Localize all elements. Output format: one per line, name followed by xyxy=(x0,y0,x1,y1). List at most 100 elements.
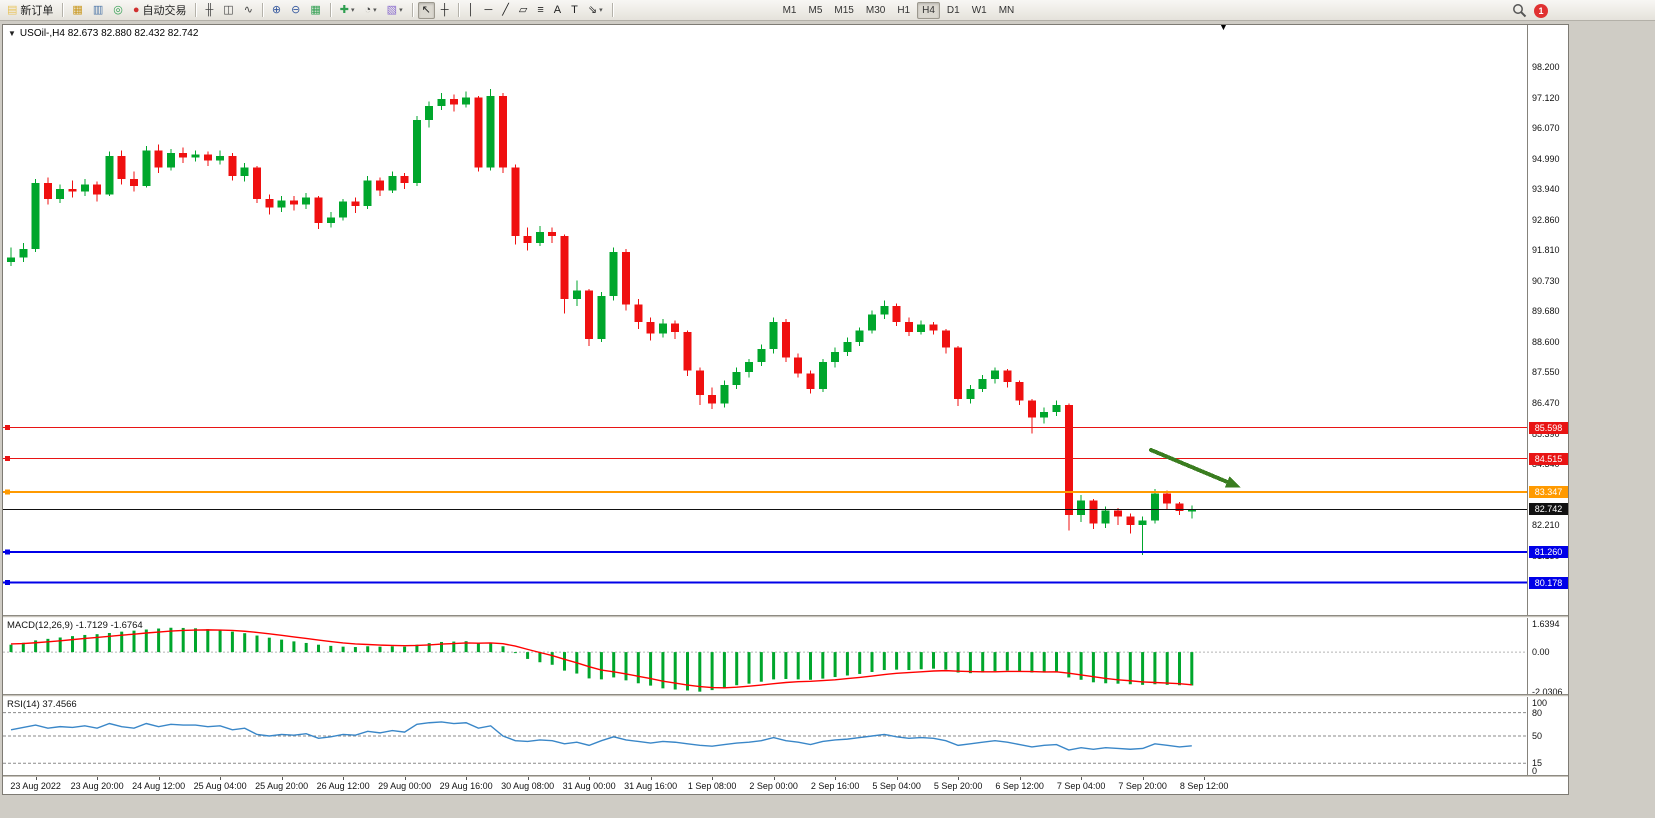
price-axis-label: 97.120 xyxy=(1532,93,1560,104)
auto-trading-button-label: 自动交易 xyxy=(142,5,187,17)
new-order-button-label: 新订单 xyxy=(20,5,54,17)
channel-icon[interactable]: ▱ xyxy=(515,2,531,19)
new-chart-icon[interactable]: ✚ ▾ xyxy=(336,2,359,19)
time-axis-label: 31 Aug 16:00 xyxy=(624,781,678,791)
time-axis-tick xyxy=(343,777,345,780)
zoom-out-icon[interactable]: ⊖ xyxy=(287,2,304,19)
candlesticks xyxy=(7,88,1196,555)
fibonacci-icon[interactable]: ≡ xyxy=(533,2,547,19)
market-watch-icon: ◎ xyxy=(113,3,123,16)
resistance-line-85598-badge[interactable]: 85.598 xyxy=(1529,421,1568,434)
crosshair-icon[interactable]: ┼ xyxy=(437,2,453,19)
macd-histogram xyxy=(9,627,1194,692)
timeframe-w1-button[interactable]: W1 xyxy=(967,2,992,19)
timeframe-d1-button[interactable]: D1 xyxy=(942,2,965,19)
time-axis-tick xyxy=(589,777,591,780)
timeframe-mn-button[interactable]: MN xyxy=(994,2,1020,19)
text-label-icon[interactable]: T xyxy=(567,2,582,19)
search-icon[interactable] xyxy=(1512,3,1527,18)
green-arrow-annotation xyxy=(1149,447,1241,488)
panel-separator[interactable] xyxy=(3,615,1568,618)
resistance-line-84515-badge[interactable]: 84.515 xyxy=(1529,452,1568,465)
toolbar-right-group: 1 xyxy=(1512,2,1548,19)
hline-icon: ─ xyxy=(484,3,493,16)
tile-windows-icon[interactable]: ▦ xyxy=(306,2,324,19)
cursor-icon: ↖ xyxy=(421,3,431,16)
toolbar-separator xyxy=(411,3,413,17)
hline-icon[interactable]: ─ xyxy=(480,2,496,19)
template-icon[interactable]: ▧ ▾ xyxy=(383,2,407,19)
timeframe-m15-button[interactable]: M15 xyxy=(829,2,858,19)
notification-badge[interactable]: 1 xyxy=(1534,3,1548,18)
crosshair-icon: ┼ xyxy=(440,3,449,16)
price-axis-label: 92.860 xyxy=(1532,215,1560,226)
profiles-icon[interactable]: ▥ xyxy=(89,2,107,19)
chevron-down-icon: ▾ xyxy=(599,7,603,14)
zoom-in-icon[interactable]: ⊕ xyxy=(268,2,285,19)
time-axis-label: 1 Sep 08:00 xyxy=(687,781,737,791)
time-axis-tick xyxy=(1142,777,1144,780)
time-axis-tick xyxy=(896,777,898,780)
arrows-icon[interactable]: ⇘ ▾ xyxy=(584,2,607,19)
time-axis-label: 8 Sep 12:00 xyxy=(1179,781,1229,791)
price-axis-label: 87.550 xyxy=(1532,366,1560,377)
bid-price-line-badge[interactable]: 82.742 xyxy=(1529,503,1568,516)
time-axis-tick xyxy=(281,777,283,780)
rsi-panel[interactable]: RSI(14) 37.4566 xyxy=(3,697,1527,775)
macd-panel[interactable]: MACD(12,26,9) -1.7129 -1.6764 xyxy=(3,618,1527,694)
time-axis-label: 23 Aug 2022 xyxy=(10,781,61,791)
time-axis-label: 29 Aug 00:00 xyxy=(378,781,432,791)
time-axis-tick xyxy=(773,777,775,780)
time-axis-label: 25 Aug 04:00 xyxy=(193,781,247,791)
period-icon[interactable]: ◔ ▾ xyxy=(360,2,380,19)
chart-shift-marker[interactable]: ▼ xyxy=(1219,25,1228,32)
timeframe-h1-button[interactable]: H1 xyxy=(892,2,915,19)
chevron-down-icon: ▾ xyxy=(373,7,377,14)
fibonacci-icon: ≡ xyxy=(537,3,544,16)
price-axis[interactable]: 98.200 97.120 96.070 94.990 93.940 92.860 91.8… xyxy=(1527,25,1568,777)
trendline-icon[interactable]: ╱ xyxy=(498,2,513,19)
line-chart-icon: ∿ xyxy=(243,3,253,16)
one-click-trading-toggle[interactable]: ▼ xyxy=(8,29,16,38)
macd-svg xyxy=(3,627,1527,692)
timeframe-h4-button[interactable]: H4 xyxy=(917,1,940,19)
text-label-icon: T xyxy=(571,3,578,16)
time-axis-label: 7 Sep 04:00 xyxy=(1056,781,1106,791)
timeframe-m5-button-label: M5 xyxy=(808,4,823,16)
rsi-svg xyxy=(3,712,1527,764)
main-chart-panel[interactable]: ▼ USOil-,H4 82.673 82.880 82.432 82.742 ▼ xyxy=(3,25,1527,615)
time-axis-tick xyxy=(1204,777,1206,780)
time-axis-label: 25 Aug 20:00 xyxy=(255,781,309,791)
rsi-scale-label: 50 xyxy=(1532,731,1543,741)
chevron-down-icon: ▾ xyxy=(399,7,403,14)
market-watch-icon[interactable]: ◎ xyxy=(109,2,127,19)
line-chart-icon[interactable]: ∿ xyxy=(240,2,257,19)
bar-chart-icon[interactable]: ╫ xyxy=(201,2,217,19)
rsi-scale-label: 100 xyxy=(1532,698,1548,708)
panel-separator[interactable] xyxy=(3,694,1568,697)
price-axis-label: 96.070 xyxy=(1532,123,1560,134)
support-line-80178-badge[interactable]: 80.178 xyxy=(1529,576,1568,589)
support-line-81260-badge[interactable]: 81.260 xyxy=(1529,545,1568,558)
time-axis-label: 24 Aug 12:00 xyxy=(132,781,186,791)
time-axis-tick xyxy=(404,777,406,780)
time-axis-label: 29 Aug 16:00 xyxy=(439,781,493,791)
macd-scale-label: 1.6394 xyxy=(1532,619,1560,629)
time-axis-label: 7 Sep 20:00 xyxy=(1118,781,1167,791)
price-axis-label: 98.200 xyxy=(1532,62,1560,73)
charts-icon[interactable]: ▦ xyxy=(68,2,86,19)
vline-icon[interactable]: │ xyxy=(464,2,479,19)
new-order-button[interactable]: ▤ 新订单 xyxy=(3,2,57,19)
timeframe-m1-button[interactable]: M1 xyxy=(778,2,802,19)
cursor-icon[interactable]: ↖ xyxy=(417,1,435,19)
auto-trading-button[interactable]: ● 自动交易 xyxy=(129,2,191,19)
time-axis-tick xyxy=(958,777,960,780)
candlestick-chart-icon: ◫ xyxy=(223,3,234,16)
time-axis[interactable]: 23 Aug 2022 23 Aug 20:00 24 Aug 12:00 25 Au… xyxy=(3,777,1568,794)
orange-level-line-83347-badge[interactable]: 83.347 xyxy=(1529,486,1568,499)
timeframe-m5-button[interactable]: M5 xyxy=(804,2,828,19)
candlestick-chart-icon[interactable]: ◫ xyxy=(219,2,237,19)
timeframe-m30-button[interactable]: M30 xyxy=(861,2,890,19)
time-axis-label: 23 Aug 20:00 xyxy=(70,781,124,791)
text-icon[interactable]: A xyxy=(550,2,565,19)
